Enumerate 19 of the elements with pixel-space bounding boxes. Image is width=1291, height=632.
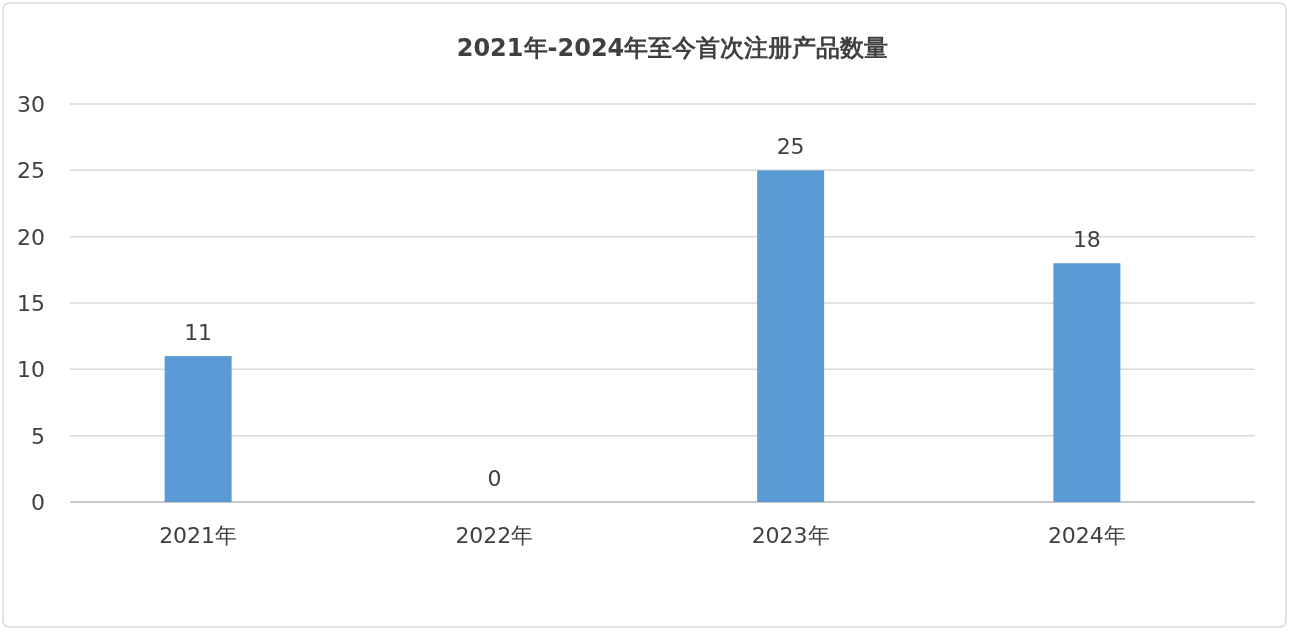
data-label: 0 bbox=[487, 466, 502, 491]
y-tick-label: 15 bbox=[17, 291, 45, 316]
data-label: 11 bbox=[184, 320, 213, 346]
y-tick-label: 30 bbox=[17, 92, 45, 117]
y-tick-label: 0 bbox=[31, 490, 45, 515]
chart-title: 2021年-2024年至今首次注册产品数量 bbox=[456, 34, 889, 62]
y-tick-label: 25 bbox=[17, 158, 45, 184]
y-tick-label: 5 bbox=[31, 423, 45, 449]
x-tick-label: 2021年 bbox=[159, 523, 238, 548]
x-tick-label: 2024年 bbox=[1047, 523, 1126, 548]
bar bbox=[757, 170, 825, 502]
data-label: 18 bbox=[1072, 227, 1101, 253]
y-tick-label: 10 bbox=[17, 357, 45, 383]
y-tick-label: 20 bbox=[17, 224, 45, 250]
x-tick-label: 2023年 bbox=[751, 523, 830, 548]
x-tick-label: 2022年 bbox=[455, 523, 534, 548]
data-label: 25 bbox=[776, 134, 805, 160]
bar bbox=[1053, 263, 1121, 502]
bar bbox=[164, 356, 232, 502]
